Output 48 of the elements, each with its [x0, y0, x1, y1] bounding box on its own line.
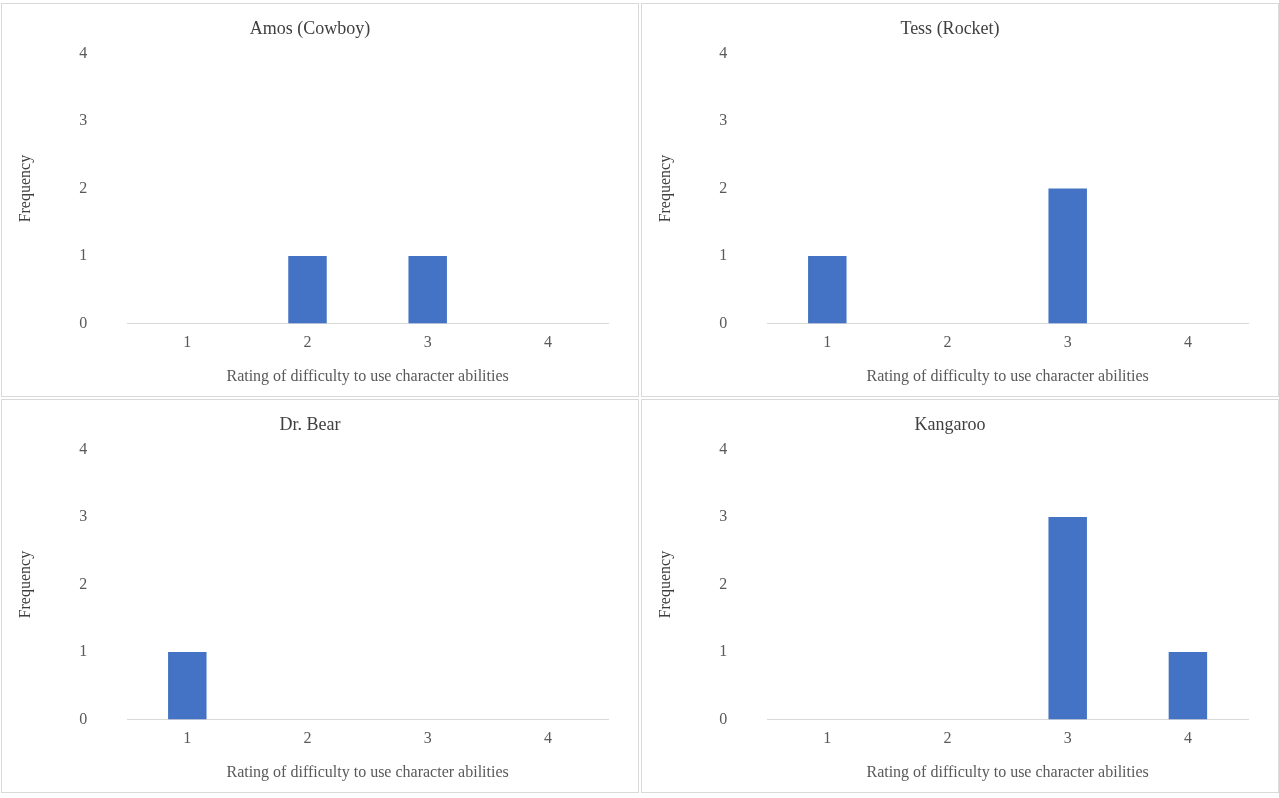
- x-tick-label: 4: [1183, 729, 1192, 747]
- y-tick-label: 4: [79, 439, 88, 457]
- x-tick-label: 3: [423, 729, 432, 747]
- y-tick-label: 4: [79, 43, 88, 61]
- y-axis-title: Frequency: [655, 550, 674, 619]
- y-tick-label: 1: [719, 246, 728, 264]
- y-axis-title: Frequency: [15, 550, 34, 619]
- y-tick-label: 2: [79, 574, 88, 592]
- x-tick-label: 1: [823, 333, 832, 351]
- y-tick-label: 1: [79, 246, 88, 264]
- x-tick-label: 2: [303, 729, 312, 747]
- y-tick-label: 0: [719, 709, 728, 727]
- y-tick-label: 1: [719, 642, 728, 660]
- y-tick-label: 2: [719, 574, 728, 592]
- y-tick-label: 1: [79, 642, 88, 660]
- y-axis-title: Frequency: [655, 154, 674, 223]
- x-axis-title: Rating of difficulty to use character abilities: [226, 762, 509, 781]
- x-tick-label: 3: [1063, 729, 1072, 747]
- y-tick-label: 2: [719, 178, 728, 196]
- x-tick-label: 2: [303, 333, 312, 351]
- y-tick-label: 3: [719, 111, 728, 129]
- chart-title: Amos (Cowboy): [249, 17, 371, 39]
- x-tick-label: 4: [543, 333, 552, 351]
- x-axis-title: Rating of difficulty to use character abilities: [226, 366, 509, 385]
- x-axis-title: Rating of difficulty to use character abilities: [866, 762, 1149, 781]
- y-axis-title: Frequency: [15, 154, 34, 223]
- x-axis-title: Rating of difficulty to use character abilities: [866, 366, 1149, 385]
- x-tick-label: 1: [823, 729, 832, 747]
- x-tick-label: 1: [183, 333, 192, 351]
- x-tick-label: 3: [1063, 333, 1072, 351]
- x-tick-label: 4: [1183, 333, 1192, 351]
- chart-title: Kangaroo: [914, 413, 986, 434]
- y-tick-label: 0: [719, 313, 728, 331]
- y-tick-label: 4: [719, 43, 728, 61]
- y-tick-label: 3: [79, 111, 88, 129]
- y-tick-label: 0: [79, 709, 88, 727]
- y-tick-label: 0: [79, 313, 88, 331]
- x-tick-label: 4: [543, 729, 552, 747]
- y-tick-label: 3: [719, 507, 728, 525]
- x-tick-label: 2: [943, 333, 952, 351]
- y-tick-label: 4: [719, 439, 728, 457]
- y-tick-label: 3: [79, 507, 88, 525]
- chart-title: Tess (Rocket): [900, 17, 1000, 39]
- y-tick-label: 2: [79, 178, 88, 196]
- chart-title: Dr. Bear: [279, 413, 341, 434]
- x-tick-label: 1: [183, 729, 192, 747]
- x-tick-label: 3: [423, 333, 432, 351]
- x-tick-label: 2: [943, 729, 952, 747]
